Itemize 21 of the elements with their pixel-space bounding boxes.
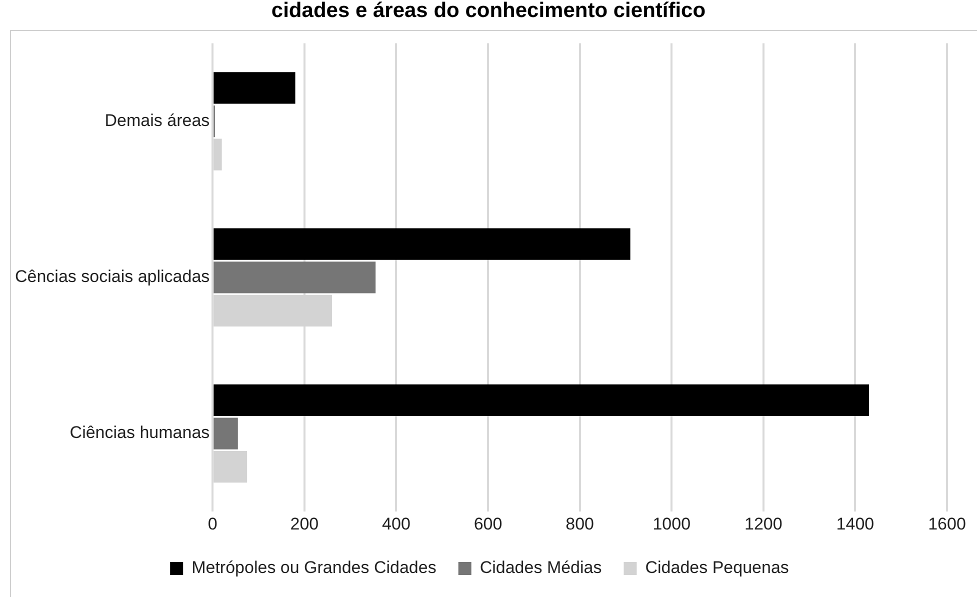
bar bbox=[214, 418, 238, 450]
legend-label: Cidades Pequenas bbox=[645, 558, 789, 578]
bar bbox=[214, 262, 376, 294]
legend-label: Metrópoles ou Grandes Cidades bbox=[192, 558, 436, 578]
chart-title: cidades e áreas do conhecimento científico bbox=[270, 0, 707, 22]
x-tick-label: 1400 bbox=[836, 514, 874, 534]
x-tick-label: 1200 bbox=[744, 514, 782, 534]
x-tick-label: 1000 bbox=[652, 514, 691, 534]
legend-label: Cidades Médias bbox=[480, 558, 602, 578]
y-tick-label: Demais áreas bbox=[104, 110, 210, 130]
x-tick-label: 400 bbox=[382, 514, 410, 534]
y-tick-label: Cências sociais aplicadas bbox=[14, 267, 210, 286]
x-tick-label: 600 bbox=[474, 514, 502, 534]
x-tick-label: 800 bbox=[566, 514, 594, 534]
x-tick-label: 1600 bbox=[928, 514, 966, 534]
y-tick-label: Ciências humanas bbox=[70, 423, 210, 442]
bar bbox=[214, 384, 869, 416]
bar bbox=[214, 228, 630, 260]
x-tick-label: 200 bbox=[290, 514, 319, 534]
bar bbox=[214, 72, 296, 104]
x-tick-label: 0 bbox=[208, 514, 218, 534]
